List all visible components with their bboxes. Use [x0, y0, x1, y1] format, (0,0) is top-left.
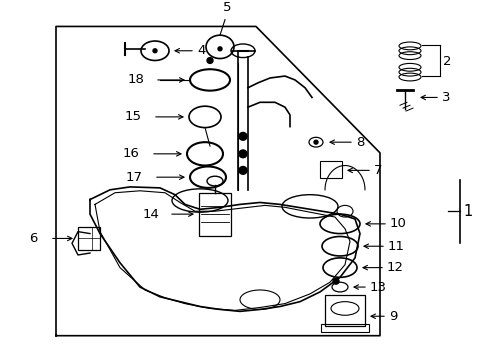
Circle shape	[332, 278, 338, 284]
Bar	[325, 295, 364, 326]
Text: 11: 11	[387, 240, 404, 253]
Circle shape	[239, 132, 246, 140]
Circle shape	[239, 166, 246, 174]
Bar	[320, 324, 368, 332]
Text: 2: 2	[442, 55, 450, 68]
Circle shape	[153, 49, 157, 53]
Text: 10: 10	[389, 217, 406, 230]
Text: 17: 17	[126, 171, 142, 184]
Text: 3: 3	[441, 91, 449, 104]
Text: 4: 4	[197, 44, 205, 57]
Circle shape	[313, 140, 317, 144]
Bar	[199, 193, 230, 237]
Text: 15: 15	[125, 111, 142, 123]
Text: 14: 14	[142, 208, 160, 221]
Text: 18: 18	[128, 73, 144, 86]
Circle shape	[239, 150, 246, 158]
Text: 12: 12	[386, 261, 403, 274]
Circle shape	[218, 47, 222, 51]
Text: 9: 9	[388, 310, 397, 323]
Text: 7: 7	[373, 164, 382, 177]
Text: 16: 16	[123, 147, 140, 160]
Bar	[78, 227, 100, 250]
Text: 8: 8	[355, 136, 364, 149]
Text: 1: 1	[462, 204, 471, 219]
Text: 13: 13	[369, 280, 386, 293]
Circle shape	[206, 58, 213, 63]
Text: 5: 5	[223, 1, 231, 14]
Text: 6: 6	[29, 232, 37, 245]
Bar	[319, 161, 341, 178]
